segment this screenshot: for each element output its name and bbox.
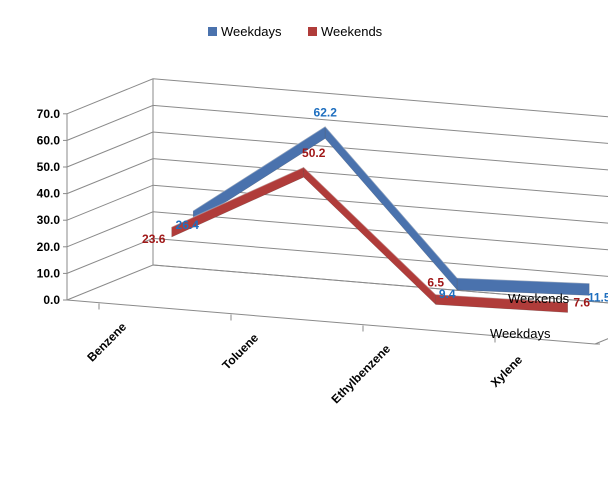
legend-swatch-weekdays bbox=[208, 27, 217, 36]
depth-label-weekends: Weekends bbox=[508, 291, 570, 306]
segment-weekdays-ethylbenzene-xylene bbox=[457, 277, 590, 296]
data-label-weekends-xylene: 7.6 bbox=[573, 296, 590, 310]
segment-weekends-ethylbenzene-xylene bbox=[435, 294, 568, 313]
y-tick-label: 0.0 bbox=[43, 293, 60, 307]
gridline bbox=[66, 184, 608, 224]
segment-highlight bbox=[171, 166, 304, 228]
legend-swatch-weekends bbox=[308, 27, 317, 36]
data-label-weekends-toluene: 50.2 bbox=[302, 146, 326, 160]
gridline bbox=[66, 104, 608, 144]
y-tick-label: 10.0 bbox=[37, 266, 61, 280]
segment-highlight bbox=[303, 166, 437, 295]
segment-highlight bbox=[435, 293, 568, 304]
x-tick-label-xylene: Xylene bbox=[488, 353, 525, 390]
data-labels: 26.4 62.2 9.4 11.5 23.6 50.2 6.5 7.6 bbox=[142, 106, 608, 310]
series-weekends bbox=[171, 166, 568, 313]
y-tick-label: 60.0 bbox=[37, 133, 61, 147]
gridlines bbox=[66, 78, 608, 304]
x-tick-label-toluene: Toluene bbox=[219, 331, 261, 373]
data-label-weekends-ethylbenzene: 6.5 bbox=[427, 275, 444, 289]
legend: Weekdays Weekends bbox=[208, 24, 383, 39]
gridline bbox=[66, 211, 608, 251]
y-tick-label: 70.0 bbox=[37, 107, 61, 121]
x-tick-label-benzene: Benzene bbox=[84, 319, 129, 364]
x-axis: Benzene Toluene Ethylbenzene Xylene bbox=[84, 303, 525, 406]
y-tick-label: 50.0 bbox=[37, 160, 61, 174]
y-axis: 0.0 10.0 20.0 30.0 40.0 50.0 60.0 70.0 bbox=[37, 107, 67, 307]
ribbons bbox=[171, 125, 590, 313]
data-label-weekdays-benzene: 26.4 bbox=[176, 218, 200, 232]
gridline bbox=[66, 158, 608, 198]
legend-label-weekdays: Weekdays bbox=[221, 24, 282, 39]
gridline bbox=[66, 237, 608, 277]
depth-label-weekdays: Weekdays bbox=[490, 326, 551, 341]
segment-highlight bbox=[457, 277, 590, 285]
data-label-weekends-benzene: 23.6 bbox=[142, 232, 166, 246]
legend-item-weekdays: Weekdays bbox=[208, 24, 282, 39]
legend-label-weekends: Weekends bbox=[321, 24, 383, 39]
data-label-weekdays-toluene: 62.2 bbox=[314, 106, 338, 120]
gridline bbox=[66, 131, 608, 171]
segment-highlight bbox=[324, 126, 458, 279]
floor-front-edge bbox=[66, 299, 596, 345]
gridline bbox=[66, 78, 608, 118]
series-weekdays bbox=[192, 125, 590, 296]
y-tick-label: 20.0 bbox=[37, 240, 61, 254]
floor-right-edge bbox=[594, 338, 608, 345]
x-tick-label-ethylbenzene: Ethylbenzene bbox=[329, 341, 394, 406]
y-tick-label: 30.0 bbox=[37, 213, 61, 227]
y-tick-label: 40.0 bbox=[37, 187, 61, 201]
gridline bbox=[66, 264, 608, 304]
segment-highlight bbox=[192, 126, 326, 212]
legend-item-weekends: Weekends bbox=[308, 24, 383, 39]
depth-axis: Weekends Weekdays bbox=[490, 291, 600, 345]
data-label-weekdays-xylene: 11.5 bbox=[588, 290, 608, 304]
data-label-weekdays-ethylbenzene: 9.4 bbox=[439, 287, 456, 301]
